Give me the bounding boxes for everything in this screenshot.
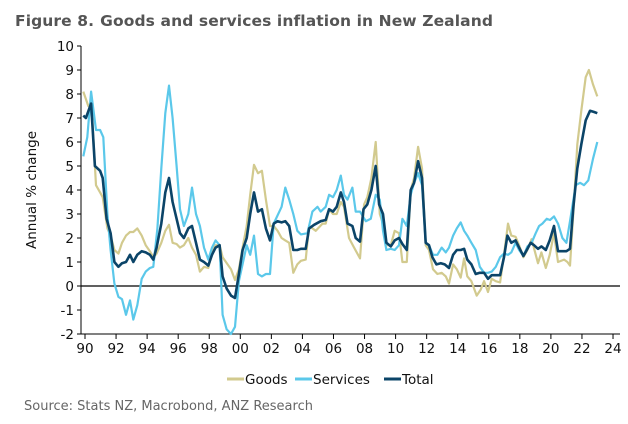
x-tick-label: 90 <box>76 341 93 357</box>
x-tick-label: 98 <box>201 341 218 357</box>
x-tick-label: 00 <box>232 341 249 357</box>
x-tick-label: 14 <box>449 341 466 357</box>
y-tick-label: -2 <box>61 327 74 343</box>
y-tick-label: 1 <box>65 255 74 271</box>
y-tick-label: 2 <box>65 231 74 247</box>
y-tick-label: 6 <box>65 135 74 151</box>
y-tick-label: 7 <box>65 111 74 127</box>
x-tick-label: 96 <box>170 341 187 357</box>
series-line-services <box>82 84 599 336</box>
x-axis: 90 92 94 96 98 00 02 04 06 08 10 12 14 16 18 20 22 24 <box>76 333 622 357</box>
figure-number: Figure 8. <box>15 12 95 30</box>
x-tick-label: 22 <box>573 341 590 357</box>
y-tick-label: 10 <box>57 39 74 55</box>
x-tick-label: 92 <box>107 341 124 357</box>
series-line-total <box>82 102 598 300</box>
series-line-goods <box>82 68 599 297</box>
source-note: Source: Stats NZ, Macrobond, ANZ Researc… <box>24 399 313 414</box>
x-tick-label: 04 <box>294 341 311 357</box>
y-tick-label: 4 <box>65 183 74 199</box>
y-tick-label: 0 <box>65 279 74 295</box>
x-tick-label: 18 <box>511 341 528 357</box>
x-tick-label: 16 <box>480 341 497 357</box>
chart-title: Figure 8. Goods and services inflation in… <box>15 12 493 30</box>
y-axis: -2 -1 0 1 2 3 4 5 6 7 8 9 10 <box>57 39 82 343</box>
x-tick-label: 94 <box>139 341 156 357</box>
x-tick-label: 02 <box>263 341 280 357</box>
legend-item-total: Total <box>384 372 434 388</box>
y-tick-label: 9 <box>65 63 74 79</box>
y-tick-label: 5 <box>65 159 74 175</box>
x-tick-label: 20 <box>542 341 559 357</box>
figure-title: Goods and services inflation in New Zeal… <box>100 12 494 30</box>
x-tick-label: 08 <box>356 341 373 357</box>
y-tick-label: -1 <box>61 303 74 319</box>
legend-label: Total <box>401 372 434 388</box>
x-tick-label: 10 <box>387 341 404 357</box>
y-tick-label: 8 <box>65 87 74 103</box>
legend: Goods Services Total <box>227 372 434 388</box>
y-axis-label: Annual % change <box>24 131 40 249</box>
x-tick-label: 12 <box>418 341 435 357</box>
y-tick-label: 3 <box>65 207 74 223</box>
legend-label: Services <box>313 372 370 388</box>
series-lines <box>82 68 599 336</box>
legend-item-services: Services <box>295 372 370 388</box>
x-tick-label: 24 <box>604 341 621 357</box>
legend-item-goods: Goods <box>227 372 288 388</box>
x-tick-label: 06 <box>325 341 342 357</box>
legend-label: Goods <box>245 372 288 388</box>
